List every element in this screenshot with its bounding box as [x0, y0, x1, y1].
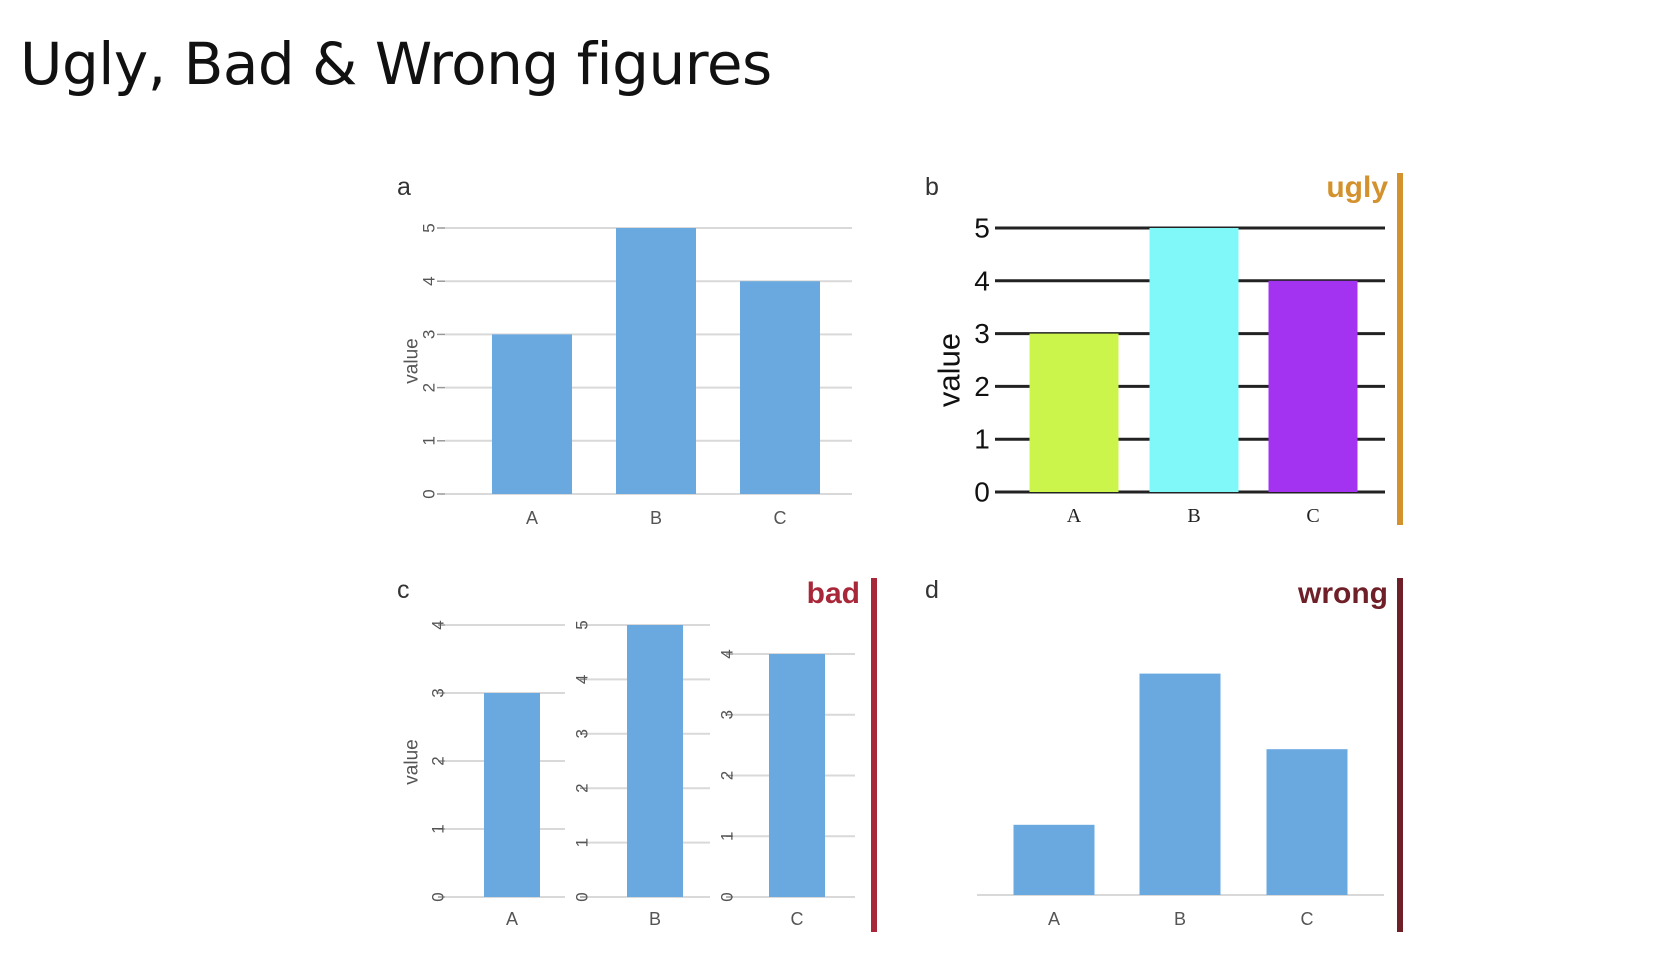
x-tick-label: C — [1301, 909, 1314, 929]
y-tick-label: 0 — [429, 892, 448, 901]
y-tick-label: 0 — [420, 489, 439, 498]
y-tick-label: 2 — [573, 783, 592, 792]
bar — [1139, 673, 1221, 895]
y-tick-label: 3 — [974, 318, 990, 349]
y-tick-label: 1 — [974, 424, 990, 455]
y-tick-label: 4 — [429, 620, 448, 629]
panel-d-letter: d — [925, 576, 939, 604]
y-tick-label: 0 — [974, 477, 990, 508]
x-tick-label: B — [649, 909, 661, 929]
y-tick-label: 4 — [718, 649, 737, 658]
x-tick-label: C — [1306, 505, 1319, 527]
y-tick-label: 0 — [573, 892, 592, 901]
wrong-marker-bar — [1397, 578, 1403, 932]
bar — [1013, 824, 1095, 895]
panel-c-letter: c — [397, 576, 410, 604]
bad-tag: bad — [807, 577, 860, 610]
y-tick-label: 3 — [420, 330, 439, 339]
panel-b-bar-chart: b ugly 0 1 2 3 4 5 value A B C — [925, 171, 1403, 527]
x-tick-label: A — [1048, 909, 1060, 929]
y-tick-label: 3 — [429, 688, 448, 697]
bar — [492, 334, 572, 494]
ugly-tag: ugly — [1326, 171, 1388, 204]
x-tick-label: C — [774, 508, 787, 528]
x-tick-label: A — [506, 909, 518, 929]
y-tick-label: 3 — [573, 729, 592, 738]
y-axis-label: value — [402, 338, 423, 383]
bar — [1029, 333, 1119, 492]
bar — [1149, 228, 1239, 492]
y-tick-label: 2 — [974, 371, 990, 402]
x-tick-label: C — [791, 909, 804, 929]
y-tick-label: 5 — [573, 620, 592, 629]
y-axis-label: value — [402, 739, 423, 784]
y-tick-label: 1 — [718, 832, 737, 841]
panel-a-bar-chart: a 0 1 2 3 4 5 value A B C — [397, 173, 852, 528]
y-tick-label: 1 — [573, 838, 592, 847]
y-tick-label: 3 — [718, 710, 737, 719]
y-axis-label: value — [932, 333, 967, 407]
y-tick-label: 1 — [429, 824, 448, 833]
bar — [769, 654, 825, 897]
ugly-marker-bar — [1397, 173, 1403, 525]
panel-a-letter: a — [397, 173, 411, 201]
y-tick-label: 2 — [420, 383, 439, 392]
panel-d-bar-chart: d wrong A B C — [925, 576, 1403, 932]
y-tick-label: 1 — [420, 436, 439, 445]
x-tick-label: B — [1174, 909, 1186, 929]
page-title: Ugly, Bad & Wrong figures — [20, 30, 772, 98]
panel-b-letter: b — [925, 173, 939, 201]
y-tick-label: 4 — [420, 276, 439, 285]
x-tick-label: B — [1187, 505, 1200, 527]
x-tick-label: B — [650, 508, 662, 528]
bad-marker-bar — [871, 578, 877, 932]
bar — [1268, 280, 1358, 492]
bar — [1266, 749, 1348, 895]
y-tick-label: 2 — [718, 771, 737, 780]
y-tick-label: 2 — [429, 756, 448, 765]
y-tick-label: 4 — [974, 265, 990, 296]
y-tick-label: 5 — [420, 223, 439, 232]
y-tick-label: 5 — [974, 213, 990, 244]
bar — [616, 228, 696, 494]
bar — [627, 625, 683, 897]
y-tick-label: 4 — [573, 675, 592, 684]
y-tick-label: 0 — [718, 892, 737, 901]
x-tick-label: A — [526, 508, 538, 528]
bar — [740, 281, 820, 494]
wrong-tag: wrong — [1297, 577, 1388, 610]
bar — [484, 693, 540, 897]
x-tick-label: A — [1067, 505, 1082, 527]
